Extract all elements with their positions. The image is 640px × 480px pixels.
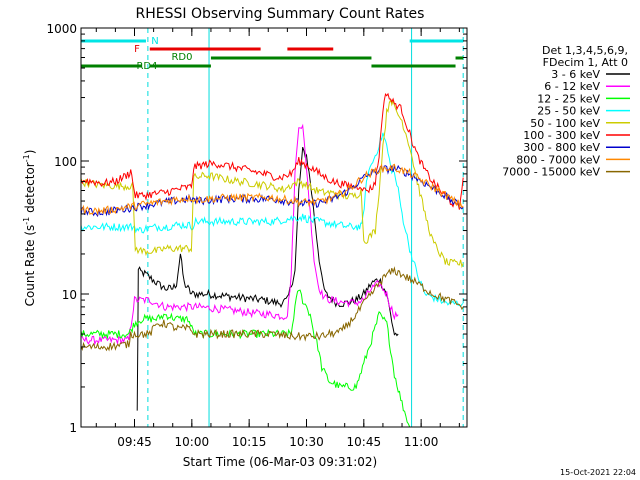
x-tick-label-4: 10:45 <box>347 435 382 449</box>
series-line-5 <box>80 92 464 210</box>
series-lines <box>80 92 464 428</box>
status-flags: NF RD0 RD4 <box>81 36 464 72</box>
legend-label-7: 800 - 7000 keV <box>516 153 600 166</box>
legend-label-8: 7000 - 15000 keV <box>502 166 600 179</box>
legend-label-4: 50 - 100 keV <box>530 117 600 130</box>
x-tick-label-0: 09:45 <box>117 435 152 449</box>
series-line-4 <box>80 98 464 269</box>
y-axis-label: Count Rate (s-1 detector-1) <box>22 150 37 307</box>
flag-rd4-label: RD4 <box>136 61 157 72</box>
x-tick-label-2: 10:15 <box>232 435 267 449</box>
y-tick-label-3: 1000 <box>46 22 77 36</box>
flag-rd0-label: RD0 <box>171 52 192 63</box>
series-line-8 <box>80 266 464 352</box>
legend-label-6: 300 - 800 keV <box>523 141 600 154</box>
legend-header-line-2: FDecim 1, Att 0 <box>543 56 628 69</box>
legend-label-0: 3 - 6 keV <box>551 68 600 81</box>
axis-ticks: 09:45 10:00 10:15 10:30 10:45 11:00 1 10 100 1000 <box>46 22 467 449</box>
y-tick-label-2: 100 <box>54 155 77 169</box>
legend-header-line-1: Det 1,3,4,5,6,9, <box>542 44 628 57</box>
legend-label-5: 100 - 300 keV <box>523 129 600 142</box>
legend-label-2: 12 - 25 keV <box>537 92 600 105</box>
y-tick-label-0: 1 <box>69 421 77 435</box>
series-line-1 <box>81 123 399 346</box>
x-tick-label-1: 10:00 <box>175 435 210 449</box>
legend-label-1: 6 - 12 keV <box>544 80 600 93</box>
x-axis-label: Start Time (06-Mar-03 09:31:02) <box>183 455 377 469</box>
x-tick-label-5: 11:00 <box>404 435 439 449</box>
x-tick-label-3: 10:30 <box>289 435 324 449</box>
legend-label-3: 25 - 50 keV <box>537 105 600 118</box>
plot-frame <box>80 27 468 428</box>
series-line-3 <box>80 132 464 308</box>
series-line-2 <box>80 289 411 428</box>
flag-f-label: F <box>134 44 140 55</box>
legend: Det 1,3,4,5,6,9, FDecim 1, Att 0 3 - 6 k… <box>502 44 630 179</box>
y-tick-label-1: 10 <box>62 288 77 302</box>
timestamp: 15-Oct-2021 22:04 <box>560 468 636 477</box>
series-line-7 <box>80 163 464 216</box>
series-line-6 <box>80 164 464 218</box>
flag-n-label: N <box>151 36 158 47</box>
chart-title: RHESSI Observing Summary Count Rates <box>136 6 425 22</box>
